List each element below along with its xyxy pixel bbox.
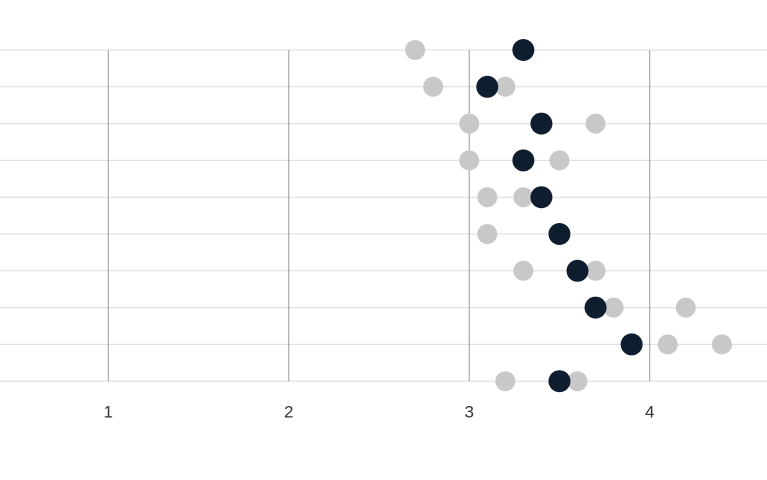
dot <box>477 187 498 208</box>
dot <box>423 76 444 97</box>
dot <box>657 334 678 355</box>
dot <box>405 40 426 60</box>
dot <box>530 112 553 135</box>
dot <box>549 150 570 171</box>
dot <box>512 149 535 172</box>
dot <box>495 371 516 392</box>
dot <box>548 223 571 245</box>
dot <box>620 333 643 356</box>
dot <box>584 296 607 319</box>
x-tick-label: 3 <box>464 403 473 422</box>
dot <box>495 76 516 97</box>
x-tick-label: 2 <box>284 403 293 422</box>
dot <box>459 150 480 171</box>
dot <box>513 260 534 281</box>
dot <box>711 334 732 355</box>
dot <box>530 186 553 209</box>
dot <box>567 371 588 392</box>
x-tick-label: 1 <box>104 403 113 422</box>
dot <box>548 370 571 393</box>
dot <box>675 297 696 318</box>
dot <box>585 113 606 134</box>
dot <box>477 224 498 244</box>
x-tick-label: 4 <box>645 403 654 422</box>
dot <box>603 297 624 318</box>
dot <box>459 113 480 134</box>
dot <box>585 260 606 281</box>
dot <box>566 259 589 282</box>
dot <box>476 75 499 98</box>
dot <box>512 39 535 61</box>
dot <box>513 187 534 208</box>
